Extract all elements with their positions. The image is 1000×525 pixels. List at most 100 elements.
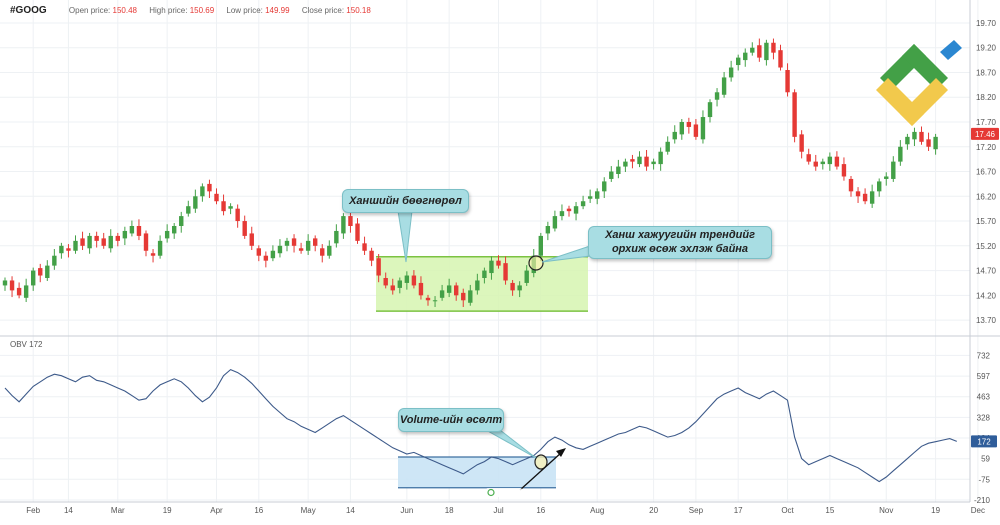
candle-body	[80, 238, 85, 246]
x-tick-label: Apr	[210, 506, 223, 515]
candle-body	[827, 156, 833, 165]
x-tick-label: Aug	[590, 506, 604, 515]
candle-body	[658, 151, 663, 165]
x-tick-label: Jun	[400, 506, 413, 515]
x-tick-label: May	[301, 506, 316, 515]
candle-body	[609, 171, 614, 179]
brand-logo	[876, 40, 962, 126]
candle-body	[256, 248, 261, 256]
candle-body	[9, 280, 15, 291]
consolidation-callout-tail	[397, 210, 413, 263]
candle-body	[580, 201, 586, 207]
candle-body	[327, 245, 332, 256]
candle-body	[771, 42, 776, 53]
candle-body	[672, 131, 677, 140]
last-price-tag-label: 17.46	[975, 130, 996, 139]
candle-body	[454, 285, 459, 296]
candle-body	[369, 250, 374, 261]
candle-body	[115, 235, 120, 241]
candle-body	[150, 253, 156, 256]
candle-body	[16, 287, 22, 296]
candle-body	[644, 156, 649, 167]
volume-arrow-head	[556, 448, 566, 457]
x-tick-label: Sep	[689, 506, 704, 515]
candle-body	[270, 250, 276, 259]
candle-body	[193, 196, 198, 209]
candle-body	[355, 223, 360, 241]
x-tick-label: 14	[346, 506, 355, 515]
candle-body	[855, 191, 861, 197]
candle-body	[432, 300, 438, 302]
candle-body	[108, 235, 113, 249]
candle-body	[637, 156, 642, 165]
breakout-callout: Ханш хажуугийн трендийг орхиж өсөж эхлэж…	[588, 226, 772, 259]
candle-body	[284, 240, 290, 246]
x-tick-label: Mar	[111, 506, 125, 515]
high-price-value: 150.69	[189, 6, 215, 15]
candle-body	[517, 285, 522, 291]
candle-body	[707, 102, 713, 118]
x-tick-label: 14	[64, 506, 73, 515]
price-tick-label: 17.20	[976, 143, 997, 152]
price-tick-label: 16.70	[976, 168, 997, 177]
candle-body	[376, 258, 381, 276]
x-tick-label: Dec	[971, 506, 985, 515]
candle-body	[136, 226, 142, 236]
candle-body	[834, 156, 840, 167]
candle-body	[602, 181, 607, 192]
candle-body	[686, 122, 692, 127]
candle-body	[228, 206, 233, 209]
candle-body	[778, 50, 783, 68]
price-tick-label: 15.20	[976, 242, 997, 251]
candle-body	[721, 77, 727, 95]
open-price-value: 150.48	[112, 6, 137, 15]
candle-body	[390, 285, 395, 291]
candle-body	[912, 131, 917, 140]
last-price-tag	[971, 127, 999, 140]
candle-body	[298, 248, 304, 251]
candle-body	[59, 245, 64, 254]
candle-body	[700, 117, 706, 140]
candle-body	[799, 134, 804, 152]
candle-body	[728, 67, 734, 78]
candle-body	[305, 240, 311, 251]
candle-body	[341, 216, 346, 234]
candle-body	[73, 240, 78, 251]
x-tick-label: 18	[445, 506, 454, 515]
candle-body	[320, 248, 325, 256]
x-tick-label: 19	[163, 506, 172, 515]
high-price-label: High price:	[149, 6, 188, 15]
candle-body	[813, 161, 818, 167]
volume-arrow-shaft	[519, 451, 563, 491]
candle-body	[439, 290, 445, 298]
candle-body	[559, 211, 565, 217]
candle-body	[630, 159, 635, 162]
candle-body	[510, 282, 515, 291]
candle-body	[792, 92, 797, 137]
price-tick-label: 18.70	[976, 68, 997, 77]
price-tick-label: 14.20	[976, 291, 997, 300]
x-tick-label: Jul	[493, 506, 503, 515]
obv-tick-label: 463	[977, 393, 991, 402]
obv-series	[4, 368, 958, 483]
candle-body	[38, 268, 43, 276]
candle-body	[785, 70, 790, 93]
x-tick-label: 16	[254, 506, 263, 515]
candle-body	[362, 243, 367, 251]
candle-body	[545, 226, 551, 234]
candle-body	[334, 230, 339, 244]
candle-body	[122, 230, 128, 239]
candle-body	[164, 230, 170, 239]
candle-body	[277, 245, 283, 254]
obv-tick-label: 597	[977, 372, 991, 381]
candle-body	[411, 275, 417, 286]
volume-circle-marker	[534, 454, 548, 470]
candle-body	[172, 226, 177, 234]
candle-body	[587, 196, 593, 199]
candle-body	[616, 166, 621, 174]
candle-body	[468, 290, 473, 303]
candle-body	[489, 260, 494, 274]
